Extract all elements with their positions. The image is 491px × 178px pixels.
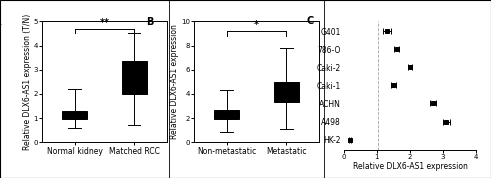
X-axis label: Relative DLX6-AS1 expression: Relative DLX6-AS1 expression (353, 163, 467, 171)
PathPatch shape (214, 110, 239, 119)
Text: A: A (0, 17, 1, 27)
Y-axis label: Relative DLX6-AS1 expression (T/N): Relative DLX6-AS1 expression (T/N) (23, 14, 32, 150)
Text: B: B (146, 17, 154, 27)
PathPatch shape (274, 82, 299, 103)
PathPatch shape (122, 61, 147, 94)
Text: **: ** (99, 18, 109, 28)
Y-axis label: Relative DLX6-AS1 expression: Relative DLX6-AS1 expression (170, 24, 179, 139)
PathPatch shape (62, 111, 87, 119)
Text: C: C (306, 16, 314, 26)
Text: *: * (254, 20, 259, 30)
